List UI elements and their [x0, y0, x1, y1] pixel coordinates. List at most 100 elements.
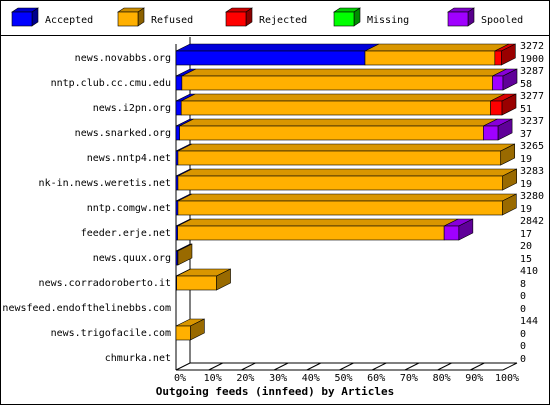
y-tick-label: news.novabbs.org	[75, 53, 171, 64]
bar-side	[501, 43, 516, 66]
bar	[177, 150, 502, 166]
bar-top	[177, 218, 459, 227]
bar-top	[181, 93, 505, 102]
bar-side	[502, 193, 517, 216]
x-tick-label: 50%	[334, 373, 352, 384]
bar-side	[458, 218, 474, 241]
bar	[177, 225, 445, 241]
accepted-label: 19	[520, 179, 532, 190]
bar-side	[497, 118, 513, 141]
tick-mark	[306, 362, 322, 371]
y-tick-label: news.i2pn.org	[93, 103, 171, 114]
offered-label: 2842	[520, 216, 544, 227]
legend-label: Spooled	[481, 15, 523, 26]
legend-swatch	[117, 11, 139, 27]
accepted-label: 0	[520, 329, 526, 340]
y-tick-label: news.trigofacile.com	[51, 328, 171, 339]
x-tick-label: 80%	[433, 373, 451, 384]
legend-label: Accepted	[45, 15, 93, 26]
bar	[490, 100, 503, 116]
bar-side	[177, 243, 193, 266]
bar	[364, 50, 496, 66]
x-tick-label: 20%	[236, 373, 254, 384]
accepted-label: 0	[520, 304, 526, 315]
y-tick-label: chmurka.net	[105, 353, 171, 364]
bar-side	[502, 168, 517, 191]
bar-top	[364, 43, 509, 52]
bar	[175, 325, 191, 341]
bar	[492, 75, 504, 91]
accepted-label: 19	[520, 204, 532, 215]
legend-swatch	[333, 11, 355, 27]
bar-top	[177, 168, 517, 177]
bar-top	[181, 68, 507, 77]
y-tick-label: news.snarked.org	[75, 128, 171, 139]
x-tick-label: 60%	[367, 373, 385, 384]
bar	[175, 100, 182, 116]
bar-side	[501, 93, 517, 116]
bar	[175, 125, 180, 141]
bar	[181, 75, 493, 91]
accepted-label: 17	[520, 229, 532, 240]
bar	[179, 125, 484, 141]
accepted-label: 0	[520, 354, 526, 365]
bar	[175, 50, 366, 66]
y-tick-label: nntp.comgw.net	[87, 203, 171, 214]
bar	[180, 100, 491, 116]
y-tick-label: nntp.club.cc.cmu.edu	[51, 78, 171, 89]
bar-side	[502, 68, 518, 91]
accepted-label: 37	[520, 129, 532, 140]
tick-mark	[371, 362, 387, 371]
bar	[443, 225, 460, 241]
x-tick-label: 100%	[495, 373, 519, 384]
accepted-label: 19	[520, 154, 532, 165]
x-tick-label: 0%	[174, 373, 186, 384]
offered-label: 3280	[520, 191, 544, 202]
offered-label: 0	[520, 291, 526, 302]
y-tick-label: news.nntp4.net	[87, 153, 171, 164]
tick-mark	[404, 362, 420, 371]
legend-swatch	[447, 11, 469, 27]
tick-mark	[437, 362, 452, 371]
tick-mark	[339, 362, 354, 371]
y-tick-label: news.quux.org	[93, 253, 171, 264]
tick-mark	[241, 362, 256, 371]
bar	[176, 275, 217, 291]
offered-label: 410	[520, 266, 538, 277]
accepted-label: 15	[520, 254, 532, 265]
bar	[177, 200, 503, 216]
bar	[494, 50, 502, 66]
bar-top	[179, 118, 498, 127]
bar-side	[216, 268, 231, 291]
offered-label: 0	[520, 341, 526, 352]
x-tick-label: 40%	[302, 373, 320, 384]
offered-label: 3272	[520, 41, 544, 52]
bar-top	[177, 193, 517, 202]
legend-label: Missing	[367, 15, 409, 26]
tick-mark	[175, 362, 191, 371]
tick-mark	[470, 362, 485, 371]
legend-swatch	[11, 11, 33, 27]
legend-label: Rejected	[259, 15, 307, 26]
bar	[177, 175, 503, 191]
tick-mark	[208, 362, 223, 371]
x-tick-label: 90%	[465, 373, 483, 384]
offered-label: 3283	[520, 166, 544, 177]
x-tick-label: 70%	[400, 373, 418, 384]
offered-label: 3265	[520, 141, 544, 152]
y-tick-label: news.corradoroberto.it	[39, 278, 171, 289]
bar	[483, 125, 499, 141]
accepted-label: 8	[520, 279, 526, 290]
accepted-label: 51	[520, 104, 532, 115]
legend-swatch	[225, 11, 247, 27]
y-tick-label: feeder.erje.net	[81, 228, 171, 239]
x-tick-label: 30%	[269, 373, 287, 384]
y-tick-label: newsfeed.endofthelinebbs.com	[2, 303, 171, 314]
bar-top	[175, 43, 380, 52]
accepted-label: 58	[520, 79, 532, 90]
tick-mark	[273, 362, 289, 371]
bar-side	[190, 318, 205, 341]
y-tick-label: nk-in.news.weretis.net	[39, 178, 171, 189]
offered-label: 144	[520, 316, 538, 327]
